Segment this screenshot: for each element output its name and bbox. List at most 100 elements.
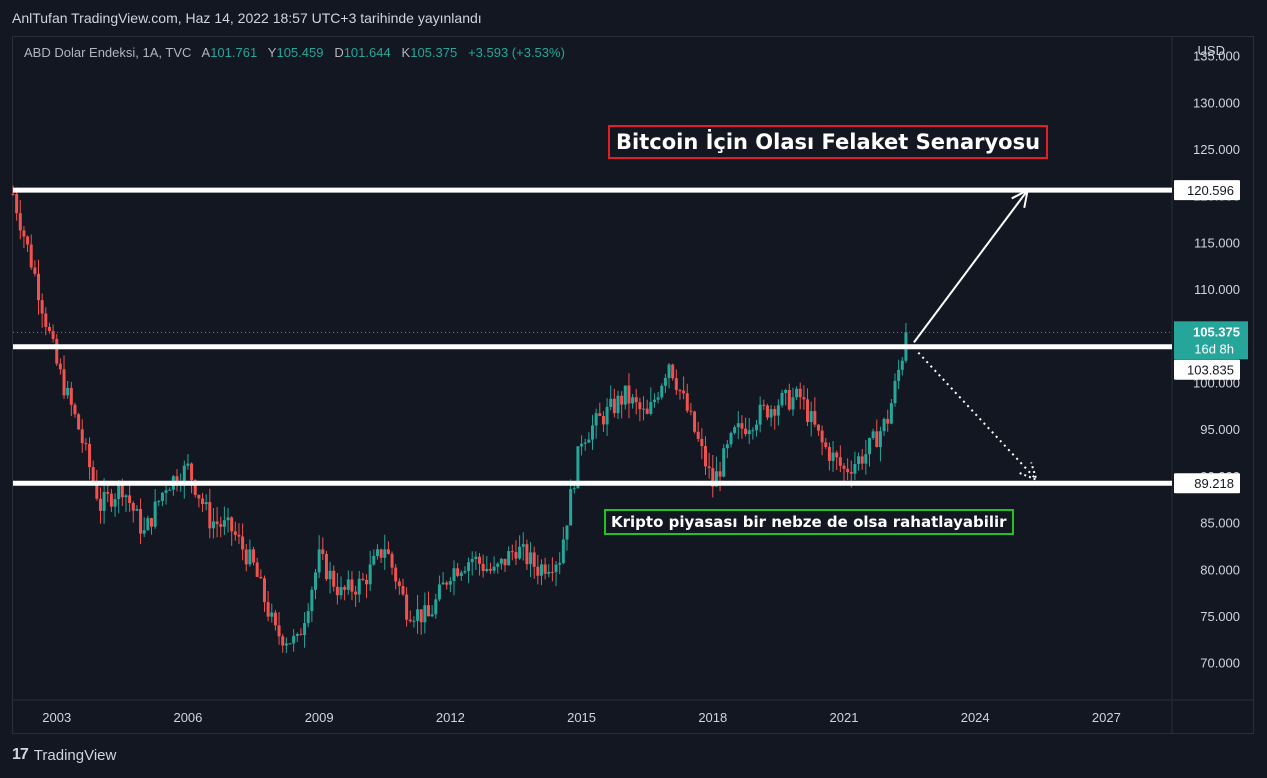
x-tick-label: 2006 — [173, 710, 202, 725]
candle-body — [773, 409, 777, 416]
candle-body — [831, 452, 835, 461]
candle-body — [529, 552, 533, 565]
candle-body — [787, 389, 791, 410]
open-value: 101.761 — [210, 45, 258, 60]
candle-body — [441, 582, 445, 585]
currency-label: USD — [1197, 43, 1225, 58]
candle-body — [900, 360, 904, 370]
footer-brand[interactable]: 17 TradingView — [12, 746, 116, 764]
candle-body — [386, 549, 390, 554]
candle-body — [339, 587, 343, 596]
candle-body — [106, 492, 110, 494]
candle-body — [685, 393, 689, 411]
candle-body — [284, 643, 288, 646]
x-tick-label: 2003 — [42, 710, 71, 725]
candle-body — [806, 399, 810, 423]
candle-body — [44, 313, 48, 327]
candle-body — [317, 549, 321, 573]
candle-body — [674, 378, 678, 391]
candle-body — [324, 553, 328, 580]
scenario-title-annotation[interactable]: Bitcoin İçin Olası Felaket Senaryosu — [608, 125, 1049, 159]
candle-body — [656, 397, 660, 400]
relief-note-annotation[interactable]: Kripto piyasası bir nebze de olsa rahatl… — [604, 509, 1014, 535]
candle-body — [230, 517, 234, 532]
candle-body — [448, 581, 452, 585]
x-tick-label: 2015 — [567, 710, 596, 725]
candle-body — [33, 267, 37, 274]
candle-body — [423, 605, 427, 623]
open-label: A — [201, 45, 211, 60]
candle-body — [842, 465, 846, 469]
candle-body — [532, 552, 536, 567]
candle-body — [703, 446, 707, 467]
candle-body — [849, 472, 853, 474]
bullish-projection-arrow[interactable] — [913, 189, 1029, 343]
candle-body — [620, 395, 624, 405]
y-tick-label: 75.000 — [1200, 609, 1240, 624]
candle-body — [262, 578, 266, 603]
candle-body — [193, 480, 197, 495]
candle-body — [605, 406, 609, 425]
candle-body — [875, 431, 879, 448]
candle-body — [277, 625, 281, 637]
candle-body — [744, 428, 748, 435]
bullish-arrow-head — [1011, 188, 1030, 209]
candle-body — [747, 430, 751, 435]
candle-body — [897, 369, 901, 381]
candle-body — [430, 614, 434, 617]
candle-body — [354, 591, 358, 595]
candle-body — [252, 549, 256, 563]
x-tick-label: 2009 — [305, 710, 334, 725]
candle-body — [303, 623, 307, 636]
candle-body — [809, 411, 813, 423]
candle-body — [128, 495, 132, 504]
candle-body — [37, 273, 41, 301]
candle-body — [813, 411, 817, 425]
bearish-arrow-head — [1019, 462, 1038, 482]
candle-body — [547, 571, 551, 574]
candle-body — [58, 363, 62, 370]
candle-body — [878, 431, 882, 448]
candle-body — [226, 517, 230, 521]
candle-body — [649, 402, 653, 414]
candle-body — [51, 331, 55, 339]
candle-body — [350, 579, 354, 592]
candle-body — [733, 427, 737, 433]
candle-body — [77, 414, 81, 430]
x-tick-label: 2027 — [1092, 710, 1121, 725]
candle-body — [795, 388, 799, 398]
level-price-tag — [1174, 359, 1240, 380]
candle-body — [554, 564, 558, 572]
level-price-label: 120.596 — [1187, 183, 1234, 198]
candle-body — [503, 558, 507, 566]
candle-body — [791, 397, 795, 410]
candle-body — [91, 467, 95, 482]
candle-body — [288, 643, 292, 645]
candle-body — [569, 489, 573, 526]
symbol-name[interactable]: ABD Dolar Endeksi, 1A, TVC — [24, 45, 192, 60]
candle-body — [598, 413, 602, 416]
candle-body — [84, 443, 88, 445]
candle-body — [835, 452, 839, 458]
candle-body — [725, 444, 729, 449]
candle-body — [295, 634, 299, 636]
candle-body — [631, 397, 635, 404]
candle-body — [857, 456, 861, 465]
candle-body — [627, 385, 631, 404]
brand-name: TradingView — [33, 746, 117, 764]
candle-body — [824, 442, 828, 447]
candle-body — [882, 418, 886, 432]
candle-body — [405, 594, 409, 620]
bearish-projection-arrow[interactable] — [917, 351, 1038, 481]
candle-body — [113, 499, 117, 507]
candle-body — [893, 380, 897, 404]
candle-body — [518, 546, 522, 559]
candle-body — [798, 388, 802, 398]
candle-body — [208, 502, 212, 529]
level-price-tag — [1174, 473, 1240, 494]
candle-body — [853, 464, 857, 474]
candle-body — [299, 634, 303, 636]
candle-body — [871, 431, 875, 439]
candle-body — [645, 408, 649, 414]
